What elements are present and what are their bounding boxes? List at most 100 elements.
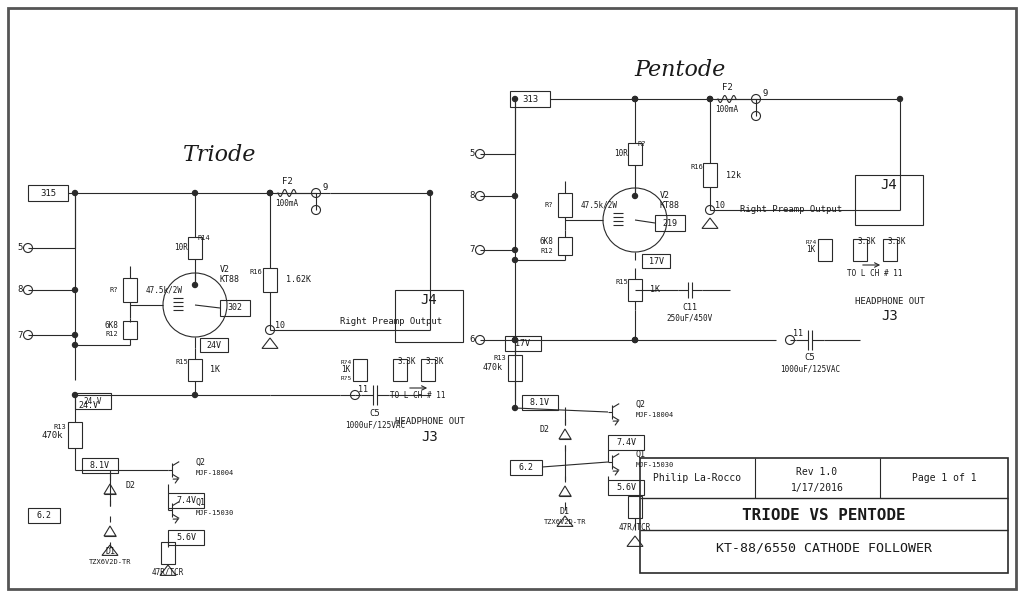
Bar [628,496,642,518]
Text: 8: 8 [17,285,23,294]
Circle shape [267,190,272,195]
Text: R16: R16 [690,164,703,170]
Text: 470k: 470k [483,364,503,373]
Text: R?4: R?4 [806,239,817,245]
Text: D2: D2 [540,426,550,435]
Circle shape [427,190,432,195]
Bar [510,460,542,475]
Text: 1K: 1K [210,365,220,374]
Text: 6K8: 6K8 [539,236,553,245]
Text: 470k: 470k [42,430,63,439]
Text: MJF-18004: MJF-18004 [636,412,674,418]
Text: KT88: KT88 [660,201,680,210]
Text: 313: 313 [522,94,538,103]
Text: 10: 10 [715,201,725,210]
Text: R?: R? [637,141,645,147]
Bar [393,359,407,381]
Text: 5.6V: 5.6V [176,533,196,542]
Bar [853,239,867,261]
Text: 7: 7 [469,245,475,254]
Text: 7.4V: 7.4V [616,438,636,447]
Bar [558,193,572,217]
Text: 24.V: 24.V [78,402,98,411]
Text: 7: 7 [17,331,23,340]
Text: 7.4V: 7.4V [176,496,196,505]
Text: R?5: R?5 [341,376,352,380]
Text: Right Preamp Output: Right Preamp Output [340,318,442,327]
Text: V2: V2 [660,190,670,199]
Text: TZX6V2D-TR: TZX6V2D-TR [544,519,587,525]
Text: J3: J3 [422,430,438,444]
Text: R?: R? [110,287,118,293]
Text: KT88: KT88 [220,275,240,284]
Bar [168,493,204,508]
Text: 3.3K: 3.3K [888,238,906,247]
Bar [395,290,463,342]
Text: 10: 10 [275,321,285,330]
Text: R?: R? [545,202,553,208]
Text: 5: 5 [469,149,475,158]
Text: Pentode: Pentode [635,59,726,81]
Text: 11: 11 [358,384,368,393]
Text: 6: 6 [469,336,475,344]
Bar [82,458,118,473]
Text: Q2: Q2 [196,457,206,466]
Text: D1: D1 [560,507,570,516]
Text: 3.3K: 3.3K [858,238,877,247]
Text: TO L CH # 11: TO L CH # 11 [847,269,903,278]
Text: R15: R15 [175,359,188,365]
Text: D1: D1 [105,547,115,556]
Text: Page 1 of 1: Page 1 of 1 [911,473,976,483]
Text: 6.2: 6.2 [37,511,51,520]
Text: J4: J4 [881,178,897,192]
Bar [200,338,228,352]
Circle shape [897,97,902,101]
Text: 219: 219 [663,219,678,227]
Text: C5: C5 [370,410,380,418]
Text: J3: J3 [882,309,898,323]
Circle shape [708,97,713,101]
Text: 250uF/450V: 250uF/450V [667,313,713,322]
Text: 17V: 17V [648,257,664,266]
Text: 8.1V: 8.1V [530,398,550,407]
Text: MJF-15030: MJF-15030 [196,510,234,516]
Text: 1000uF/125VAC: 1000uF/125VAC [345,420,406,429]
Text: Right Preamp Output: Right Preamp Output [740,205,842,214]
Text: J4: J4 [421,293,437,307]
Text: R12: R12 [105,331,118,337]
Text: 5.6V: 5.6V [616,483,636,492]
Text: TZX6V2D-TR: TZX6V2D-TR [89,559,131,565]
Text: 302: 302 [227,303,243,312]
Bar [28,185,68,201]
Circle shape [73,190,78,195]
Bar [628,143,642,165]
Text: Q1: Q1 [196,497,206,506]
Text: 6K8: 6K8 [104,321,118,330]
Bar [188,359,202,381]
Bar [642,254,670,268]
Circle shape [512,337,517,343]
Text: 24V: 24V [207,340,221,349]
Bar [883,239,897,261]
Text: TO L CH # 11: TO L CH # 11 [390,392,445,401]
Bar [703,163,717,187]
Text: C5: C5 [805,353,815,362]
Text: 47.5k/2W: 47.5k/2W [146,285,183,294]
Text: 1000uF/125VAC: 1000uF/125VAC [780,365,840,374]
Text: Triode: Triode [183,144,257,166]
Bar [75,393,111,409]
Circle shape [512,248,517,253]
Circle shape [633,193,638,198]
Circle shape [193,282,198,288]
Bar [220,300,250,316]
Text: 8: 8 [469,192,475,201]
Bar [123,321,137,339]
Text: 315: 315 [40,189,56,198]
Circle shape [512,337,517,343]
Text: R16: R16 [249,269,262,275]
Text: 9: 9 [323,183,328,192]
Text: D2: D2 [125,481,135,490]
Bar [628,279,642,301]
Text: 6.2: 6.2 [518,463,534,472]
Text: Philip La-Rocco: Philip La-Rocco [653,473,741,483]
